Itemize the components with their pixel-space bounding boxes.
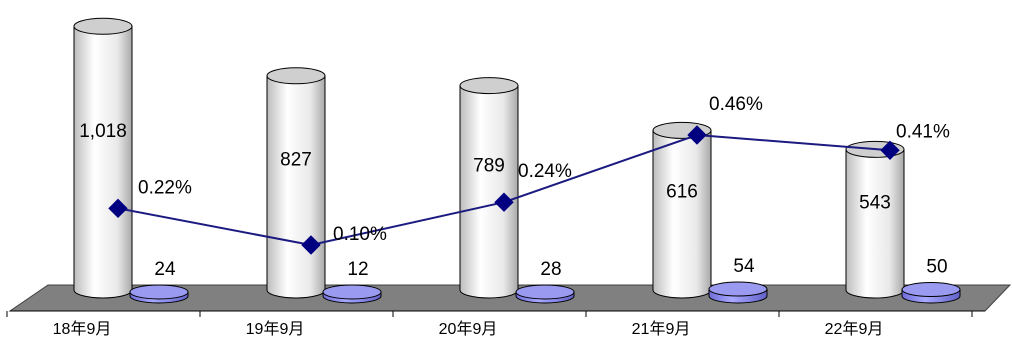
small-cylinder-2 [515, 284, 575, 304]
main-value-label-0: 1,018 [79, 121, 127, 142]
main-cylinder-2 [459, 77, 519, 299]
x-tick-label-4: 22年9月 [825, 320, 884, 338]
small-value-label-3: 54 [733, 256, 755, 277]
small-cylinder-1-top [322, 284, 382, 300]
main-cylinder-3-body [652, 129, 712, 299]
small-cylinder-3-top [708, 281, 768, 297]
main-value-label-1: 827 [280, 150, 312, 171]
main-cylinder-1-body [266, 75, 326, 299]
small-cylinder-3 [708, 281, 768, 304]
ratio-label-1: 0.10% [333, 224, 387, 245]
ratio-label-4: 0.41% [896, 121, 950, 142]
main-cylinder-0 [73, 17, 133, 299]
small-value-label-1: 12 [347, 259, 368, 280]
ratio-marker-3 [687, 125, 707, 145]
small-cylinder-0-top [129, 284, 189, 300]
small-cylinder-2-top [515, 284, 575, 300]
ratio-label-0: 0.22% [138, 177, 192, 198]
ratio-marker-2 [494, 192, 514, 212]
main-cylinder-1-top [266, 67, 326, 85]
main-cylinder-1 [266, 67, 326, 299]
ratio-marker-4 [880, 140, 900, 160]
main-value-label-2: 789 [473, 155, 505, 176]
small-cylinder-4 [901, 282, 961, 304]
ratio-marker-0 [108, 198, 128, 219]
x-tick-label-0: 18年9月 [53, 320, 112, 338]
x-tick-label-3: 21年9月 [632, 320, 691, 338]
small-cylinder-1 [322, 284, 382, 304]
small-cylinder-4-top [901, 282, 961, 298]
main-cylinder-0-body [73, 25, 133, 299]
chart-labels-layer: 1,018 827 789 616 543 24 12 28 54 50 0.22% 0.10% 0.2… [53, 94, 950, 338]
small-value-label-4: 50 [926, 257, 947, 278]
small-value-label-0: 24 [154, 259, 176, 280]
main-value-label-4: 543 [859, 192, 891, 213]
chart-line-layer [108, 125, 900, 255]
chart-cylinders-layer [73, 17, 961, 304]
small-cylinder-0 [129, 284, 189, 304]
ratio-label-2: 0.24% [518, 161, 572, 182]
main-cylinder-4-body [845, 148, 905, 299]
main-cylinder-2-top [459, 77, 519, 95]
x-tick-label-2: 20年9月 [439, 320, 498, 338]
small-value-label-2: 28 [540, 259, 561, 280]
x-tick-label-1: 19年9月 [246, 320, 305, 338]
main-value-label-3: 616 [666, 181, 698, 202]
ratio-label-3: 0.46% [709, 94, 763, 115]
main-cylinder-4 [845, 140, 905, 299]
main-cylinder-3 [652, 121, 712, 299]
main-cylinder-0-top [73, 17, 133, 35]
main-cylinder-2-body [459, 85, 519, 299]
ratio-marker-1 [301, 235, 321, 255]
